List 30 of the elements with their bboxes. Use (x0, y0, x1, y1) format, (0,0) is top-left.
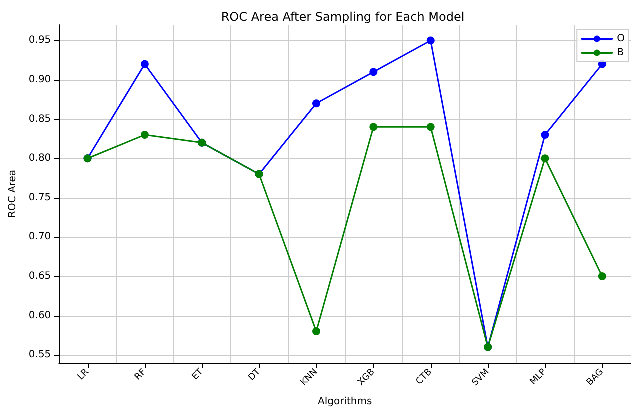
x-tick-label: CTB (414, 367, 434, 388)
point (370, 68, 378, 76)
y-tick-label: 0.55 (28, 350, 52, 361)
point (426, 123, 435, 132)
point (598, 272, 606, 281)
y-tick-label: 0.95 (28, 35, 52, 46)
point (312, 100, 320, 108)
point (541, 154, 550, 163)
point (140, 131, 149, 140)
y-tick-label: 0.65 (28, 271, 52, 282)
x-tick-label: DT (247, 367, 264, 384)
point (370, 123, 378, 132)
point (541, 131, 550, 140)
x-axis-title: Algorithms (318, 396, 372, 408)
y-tick-label: 0.75 (28, 192, 52, 204)
point (140, 60, 149, 68)
y-axis-title: ROC Area (8, 170, 18, 218)
chart-title: ROC Area After Sampling for Each Model (221, 10, 465, 24)
y-tick-label: 0.60 (28, 310, 52, 322)
y-tick-label: 0.70 (28, 232, 52, 243)
legend-label: B (617, 48, 624, 58)
y-tick-label: 0.85 (28, 114, 52, 125)
legend-label: O (617, 34, 626, 44)
y-tick-label: 0.90 (28, 74, 52, 86)
x-tick-label: LR (76, 367, 92, 382)
x-tick-label: ET (190, 367, 206, 382)
point (312, 328, 320, 336)
y-tick-label: 0.80 (28, 153, 52, 164)
x-tick-label: RF (133, 367, 148, 383)
point (426, 36, 435, 45)
